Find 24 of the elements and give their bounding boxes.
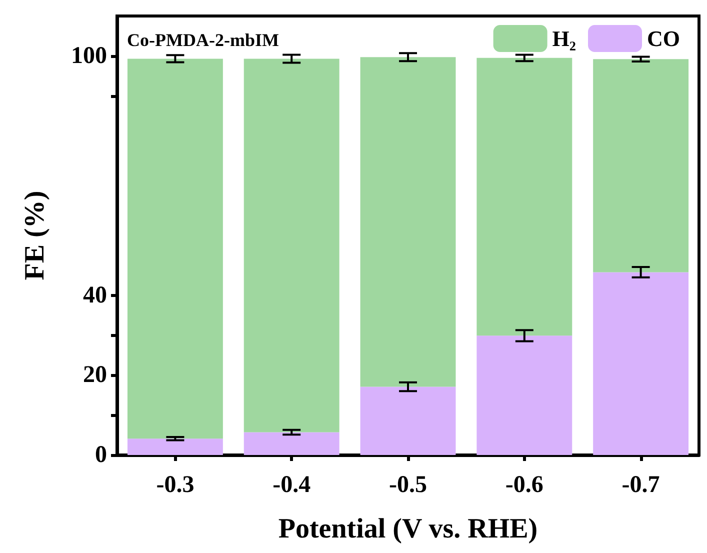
x-tick-label: -0.7 (622, 472, 660, 498)
legend-label: H₂ (552, 26, 576, 51)
x-tick-label: -0.3 (156, 472, 194, 498)
bar (476, 58, 572, 336)
text: Co-PMDA-2-mbIM (127, 30, 279, 50)
bar (593, 272, 689, 455)
y-axis-title: FE (%) (20, 190, 50, 280)
y-tick-label: 100 (71, 42, 107, 69)
x-tick-label: -0.6 (505, 472, 544, 498)
x-axis-title: Potential (V vs. RHE) (278, 514, 538, 544)
bar (593, 59, 689, 272)
bar (476, 336, 572, 455)
legend-label: CO (647, 26, 680, 51)
bar (360, 386, 456, 455)
bar (127, 58, 223, 439)
x-tick-label: -0.5 (389, 472, 427, 498)
bar (244, 58, 340, 432)
y-tick-label: 0 (95, 442, 107, 468)
bar (360, 57, 456, 387)
x-tick-label: -0.4 (272, 472, 311, 498)
bar (127, 438, 223, 455)
y-tick-label: 20 (83, 362, 107, 388)
y-tick-label: 40 (83, 282, 107, 308)
bar (244, 432, 340, 455)
